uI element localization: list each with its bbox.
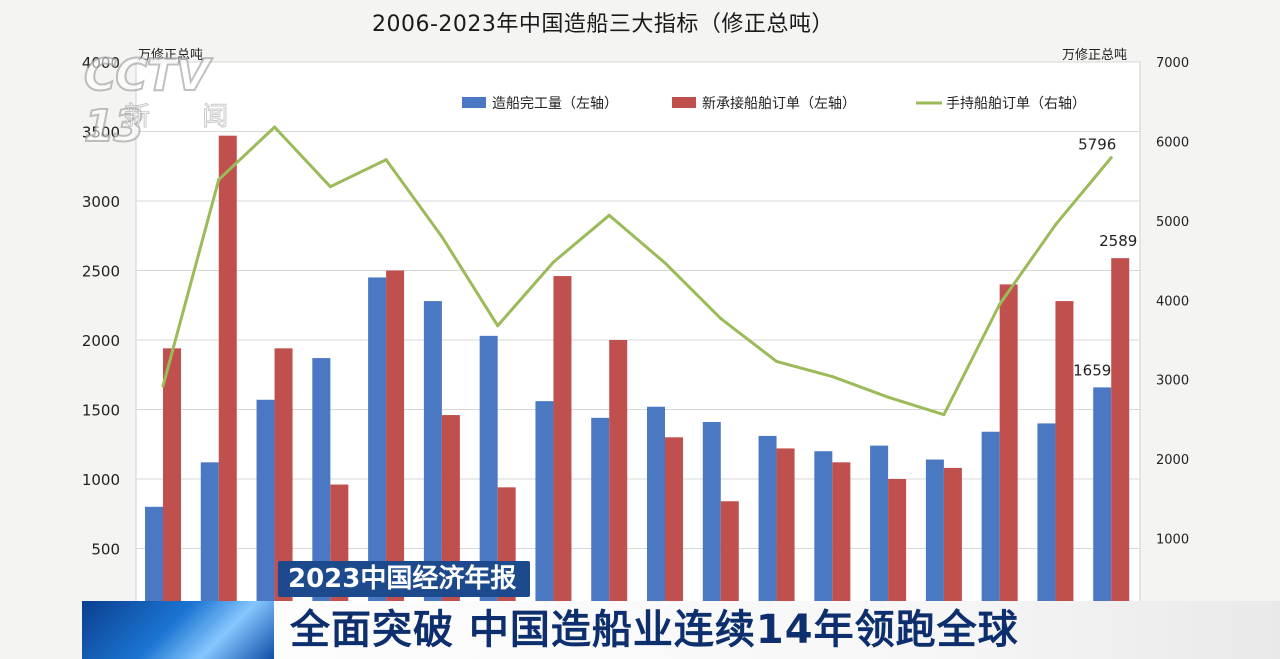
orderbook-point-2012	[496, 324, 500, 328]
completion-bar-2022	[1037, 423, 1056, 618]
data-labels: 1659 2589 5796	[1073, 136, 1137, 380]
new-order-bar-2009	[330, 484, 349, 618]
legend-label-1: 新承接船舶订单（左轴）	[702, 95, 856, 112]
new-order-bar-2007	[218, 135, 237, 619]
completion-bar-2013	[535, 401, 554, 618]
right-tick-label: 2000	[1156, 453, 1189, 468]
completion-bar-2007	[200, 462, 219, 618]
right-axis-ticks: 1000 2000 3000 4000 5000 6000 7000	[1156, 56, 1189, 548]
orderbook-point-2008	[273, 125, 277, 129]
new-order-bar-2017	[776, 448, 795, 618]
completion-bar-2010	[368, 277, 387, 618]
new-order-bar-2020	[943, 467, 962, 618]
new-order-bar-2012	[497, 487, 516, 618]
orderbook-point-2021	[998, 302, 1002, 306]
orderbook-point-2023	[1109, 156, 1113, 160]
right-tick-label: 7000	[1156, 56, 1189, 71]
globe-graphic	[82, 601, 274, 659]
legend-swatch-0	[462, 97, 486, 108]
orderbook-point-2019	[886, 395, 890, 399]
data-label: 5796	[1078, 136, 1116, 154]
legend-label-0: 造船完工量（左轴）	[492, 96, 618, 112]
chart-title: 2006-2023年中国造船三大指标（修正总吨）	[372, 12, 834, 37]
orderbook-point-2011	[440, 235, 444, 239]
left-tick-label: 4000	[82, 54, 120, 72]
orderbook-point-2014	[607, 213, 611, 217]
orderbook-point-2016	[719, 317, 723, 321]
completion-bar-2011	[423, 301, 442, 618]
data-label: 2589	[1099, 232, 1137, 250]
logo-sub: 新 闻	[123, 102, 251, 133]
orderbook-point-2017	[775, 359, 779, 363]
right-tick-label: 1000	[1156, 533, 1189, 548]
legend: 造船完工量（左轴） 新承接船舶订单（左轴） 手持船舶订单（右轴）	[462, 95, 1086, 112]
orderbook-point-2010	[384, 158, 388, 162]
completion-bar-2023	[1093, 387, 1112, 618]
headline-banner	[82, 601, 1280, 659]
completion-bar-2016	[702, 422, 721, 618]
orderbook-point-2006	[161, 384, 165, 388]
left-tick-label: 3000	[82, 193, 120, 211]
completion-bar-2015	[647, 406, 665, 618]
orderbook-line-path	[161, 125, 1113, 417]
bars	[145, 135, 1130, 619]
legend-label-2: 手持船舶订单（右轴）	[946, 96, 1086, 112]
left-tick-label: 1000	[82, 471, 120, 489]
new-order-bar-2006	[163, 348, 181, 618]
right-axis-unit: 万修正总吨	[1062, 48, 1128, 63]
new-order-bar-2014	[609, 340, 628, 618]
right-tick-label: 5000	[1156, 215, 1189, 230]
completion-bar-2014	[591, 417, 610, 618]
completion-bar-2020	[925, 459, 944, 618]
cctv13-logo: CCTV 13 新 闻	[83, 49, 254, 153]
new-order-bar-2016	[720, 501, 739, 618]
left-tick-label: 1500	[82, 402, 120, 420]
data-label: 1659	[1073, 361, 1111, 379]
new-order-bar-2021	[999, 284, 1018, 618]
completion-bar-2006	[145, 506, 163, 618]
gridlines	[135, 61, 1141, 619]
left-axis-unit: 万修正总吨	[138, 48, 204, 63]
legend-swatch-1	[672, 97, 696, 108]
orderbook-point-2022	[1053, 223, 1057, 227]
completion-bar-2019	[870, 445, 889, 618]
completion-bar-2021	[981, 431, 1000, 618]
orderbook-point-2015	[663, 261, 667, 265]
left-tick-label: 500	[91, 541, 120, 559]
completion-bar-2009	[312, 358, 331, 618]
orderbook-point-2013	[551, 260, 555, 264]
orderbook-point-2009	[328, 185, 332, 189]
orderbook-point-2020	[942, 413, 946, 417]
new-order-bar-2019	[888, 479, 907, 618]
right-tick-label: 3000	[1156, 374, 1189, 389]
completion-bar-2018	[814, 451, 833, 618]
orderbook-point-2007	[217, 178, 221, 182]
left-tick-label: 2500	[82, 263, 120, 281]
left-tick-label: 3500	[82, 124, 120, 142]
orderbook-point-2018	[830, 375, 834, 379]
completion-bar-2008	[256, 399, 275, 618]
new-order-bar-2015	[665, 437, 683, 618]
right-tick-label: 6000	[1156, 135, 1189, 150]
left-tick-label: 2000	[82, 332, 120, 350]
new-order-bar-2010	[386, 270, 405, 618]
new-order-bar-2008	[274, 348, 293, 618]
left-axis-ticks: 500 1000 1500 2000 2500 3000 3500 4000	[82, 54, 120, 559]
new-order-bar-2013	[553, 276, 572, 618]
new-order-bar-2023	[1111, 258, 1130, 618]
right-tick-label: 4000	[1156, 294, 1189, 309]
orderbook-line	[161, 125, 1113, 417]
completion-bar-2017	[758, 435, 777, 618]
logo-brand: CCTV 13	[83, 49, 211, 153]
completion-bar-2012	[479, 335, 498, 618]
program-tag: 2023中国经济年报	[278, 561, 531, 597]
headline-text: 全面突破 中国造船业连续14年领跑全球	[290, 607, 1019, 653]
new-order-bar-2018	[832, 462, 851, 618]
new-order-bar-2022	[1055, 301, 1074, 618]
